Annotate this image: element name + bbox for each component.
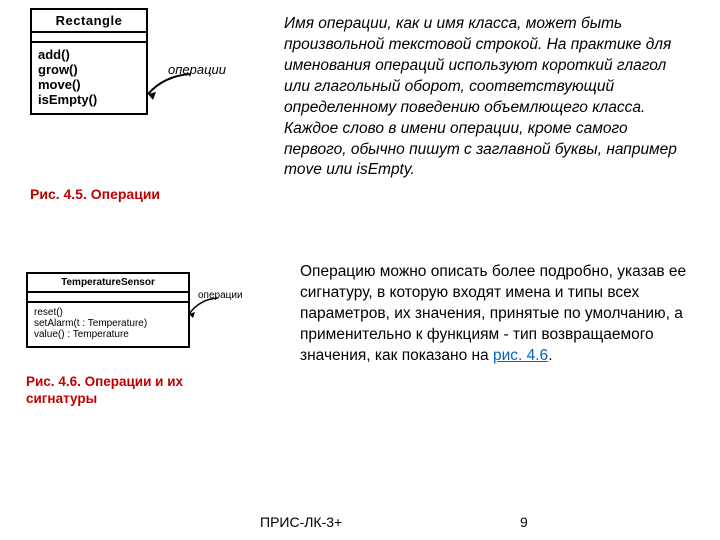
uml-op: add() — [38, 47, 140, 62]
uml-class-title: Rectangle — [32, 10, 146, 33]
slide: Rectangle add() grow() move() isEmpty() … — [0, 0, 720, 540]
uml-class-rectangle: Rectangle add() grow() move() isEmpty() — [30, 8, 148, 115]
uml-class-temperature-sensor: TemperatureSensor reset() setAlarm(t : T… — [26, 272, 190, 348]
para2-text-after: . — [548, 347, 552, 364]
figure-link[interactable]: рис. 4.6 — [493, 347, 548, 364]
uml-operations: reset() setAlarm(t : Temperature) value(… — [28, 303, 188, 346]
body-paragraph-2: Операцию можно описать более подробно, у… — [300, 262, 694, 367]
uml-op: setAlarm(t : Temperature) — [34, 318, 182, 329]
uml-op: isEmpty() — [38, 92, 140, 107]
callout-arrow-icon — [144, 70, 204, 110]
uml-attr-band — [28, 293, 188, 303]
figure-caption-2: Рис. 4.6. Операции и их сигнатуры — [26, 374, 216, 408]
uml-op: reset() — [34, 307, 182, 318]
footer-code: ПРИС-ЛК-3+ — [260, 514, 342, 530]
uml-op: move() — [38, 77, 140, 92]
figure-caption-1: Рис. 4.5. Операции — [30, 186, 160, 202]
uml-op: value() : Temperature — [34, 329, 182, 340]
page-number: 9 — [520, 514, 528, 530]
uml-class-title: TemperatureSensor — [28, 274, 188, 293]
callout-arrow-icon — [186, 296, 226, 324]
uml-operations: add() grow() move() isEmpty() — [32, 43, 146, 113]
body-paragraph-1: Имя операции, как и имя класса, может бы… — [284, 14, 690, 181]
uml-attr-band — [32, 33, 146, 43]
uml-op: grow() — [38, 62, 140, 77]
